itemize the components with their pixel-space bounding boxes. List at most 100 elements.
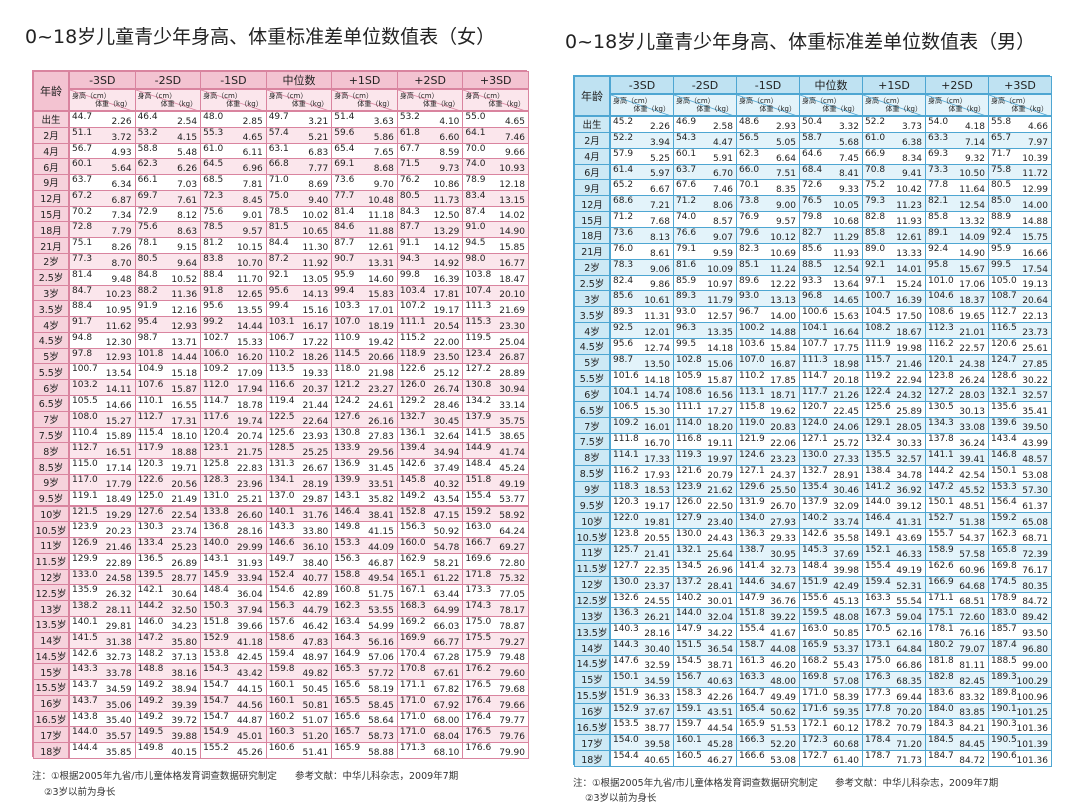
weight-value: 19.62 (770, 407, 796, 418)
weight-value: 3.73 (901, 121, 922, 132)
weight-value: 17.22 (302, 337, 329, 348)
weight-value: 12.22 (770, 280, 796, 291)
weight-value: 79.27 (499, 637, 525, 648)
height-value: 149.8 (137, 743, 164, 754)
weight-value: 16.66 (1022, 248, 1048, 259)
weight-value: 15.67 (959, 264, 985, 275)
data-cell: 94.8 12.30 (69, 331, 136, 349)
weight-value: 38.40 (302, 558, 329, 569)
height-value: 159.1 (676, 703, 702, 714)
height-value: 160.8 (334, 585, 361, 596)
data-cell: 70.2 7.34 (69, 205, 136, 223)
age-cell: 21月 (574, 242, 610, 260)
age-cell: 12月 (33, 189, 69, 207)
weight-value: 10.48 (368, 195, 394, 206)
height-value: 162.3 (334, 601, 361, 612)
height-value: 71.7 (991, 148, 1012, 159)
height-value: 166.6 (739, 751, 765, 762)
data-cell: 95.9 16.66 (988, 242, 1052, 260)
age-cell: 16.5岁 (574, 718, 610, 736)
weight-value: 60.12 (833, 724, 859, 735)
height-value: 113.1 (739, 386, 765, 397)
weight-value: 47.15 (433, 511, 460, 522)
weight-value: 57.72 (368, 669, 394, 680)
height-value: 138.2 (72, 601, 98, 612)
age-header: 年龄 (574, 76, 610, 116)
data-cell: 166.9 64.68 (925, 575, 989, 593)
data-cell: 65.2 6.67 (610, 179, 674, 197)
data-cell: 93.3 13.64 (799, 274, 863, 292)
data-cell: 127.1 24.37 (736, 464, 800, 482)
weight-value: 29.56 (368, 448, 394, 459)
weight-value: 10.42 (896, 185, 922, 196)
height-value: 143.4 (991, 434, 1017, 445)
weight-value: 20.66 (368, 353, 394, 364)
data-cell: 116.5 23.73 (988, 322, 1052, 339)
weight-value: 20.74 (236, 432, 263, 443)
weight-value: 5.25 (649, 153, 670, 164)
weight-unit: 体重（kg） (422, 100, 460, 108)
weight-value: 14.00 (1022, 201, 1048, 212)
height-value: 59.6 (334, 127, 355, 138)
weight-value: 35.40 (105, 716, 132, 727)
weight-value: 25.21 (236, 495, 263, 506)
data-cell: 139.5 28.77 (134, 568, 202, 586)
weight-value: 15.83 (368, 290, 394, 301)
data-cell: 172.3 60.68 (799, 734, 863, 752)
data-cell: 165.8 72.39 (988, 544, 1052, 561)
height-value: 144.0 (72, 727, 98, 738)
weight-value: 17.14 (105, 463, 132, 474)
height-value: 78.1 (137, 238, 158, 249)
height-value: 61.0 (865, 132, 886, 143)
weight-value: 17.06 (959, 280, 985, 291)
data-cell: 146.6 36.10 (265, 537, 333, 554)
weight-value: 52.20 (770, 740, 796, 751)
age-cell: 17岁 (33, 726, 69, 744)
data-cell: 168.3 64.99 (396, 600, 464, 617)
height-value: 155.7 (928, 529, 954, 540)
weight-value: 26.67 (302, 463, 329, 474)
height-value: 67.6 (676, 180, 697, 191)
data-cell: 154.7 44.15 (200, 679, 267, 696)
height-value: 132.7 (802, 465, 828, 476)
data-cell: 164.9 57.06 (331, 647, 398, 665)
weight-value: 24.06 (833, 423, 859, 434)
height-value: 72.8 (72, 222, 93, 233)
height-value: 95.4 (137, 317, 158, 328)
data-cell: 81.5 10.65 (265, 221, 333, 239)
data-cell: 147.9 34.22 (673, 623, 737, 641)
weight-value: 9.57 (242, 227, 263, 238)
weight-value: 7.51 (775, 169, 796, 180)
height-value: 71.2 (676, 196, 697, 207)
weight-value: 77.05 (499, 590, 525, 601)
height-value: 134.1 (268, 474, 295, 485)
data-cell: 88.9 14.88 (988, 211, 1052, 228)
data-cell: 66.9 8.34 (862, 147, 926, 165)
height-value: 147.2 (137, 632, 164, 643)
height-value: 75.6 (203, 206, 224, 217)
weight-value: 33.94 (236, 574, 263, 585)
weight-value: 4.65 (504, 116, 525, 127)
table: 年龄 -3SD 身高（cm） 体重（kg） -2SD 身高（cm） 体重（kg） -1SD 身高… (573, 75, 1052, 767)
weight-value: 7.34 (111, 211, 132, 222)
weight-value: 71.73 (896, 755, 922, 766)
height-value: 133.8 (203, 506, 229, 517)
data-cell: 113.5 19.33 (265, 363, 333, 381)
data-cell: 70.0 9.66 (462, 142, 529, 160)
weight-value: 12.54 (833, 264, 859, 275)
weight-value: 60.68 (833, 740, 859, 751)
data-cell: 139.6 39.50 (988, 417, 1052, 435)
data-cell: 143.7 35.06 (69, 694, 136, 712)
weight-value: 64.24 (499, 527, 525, 538)
weight-value: 17.27 (707, 407, 733, 418)
height-value: 139.9 (334, 474, 361, 485)
data-cell: 137.8 36.24 (925, 433, 989, 450)
height-value: 149.1 (865, 529, 891, 540)
data-cell: 130.8 30.94 (462, 379, 529, 397)
column-header: 中位数 (799, 76, 863, 94)
weight-value: 53.08 (770, 755, 796, 766)
height-value: 111.1 (676, 402, 702, 413)
data-cell: 44.7 2.26 (69, 111, 136, 128)
weight-value: 17.54 (1022, 264, 1048, 275)
weight-value: 15.84 (770, 343, 796, 354)
